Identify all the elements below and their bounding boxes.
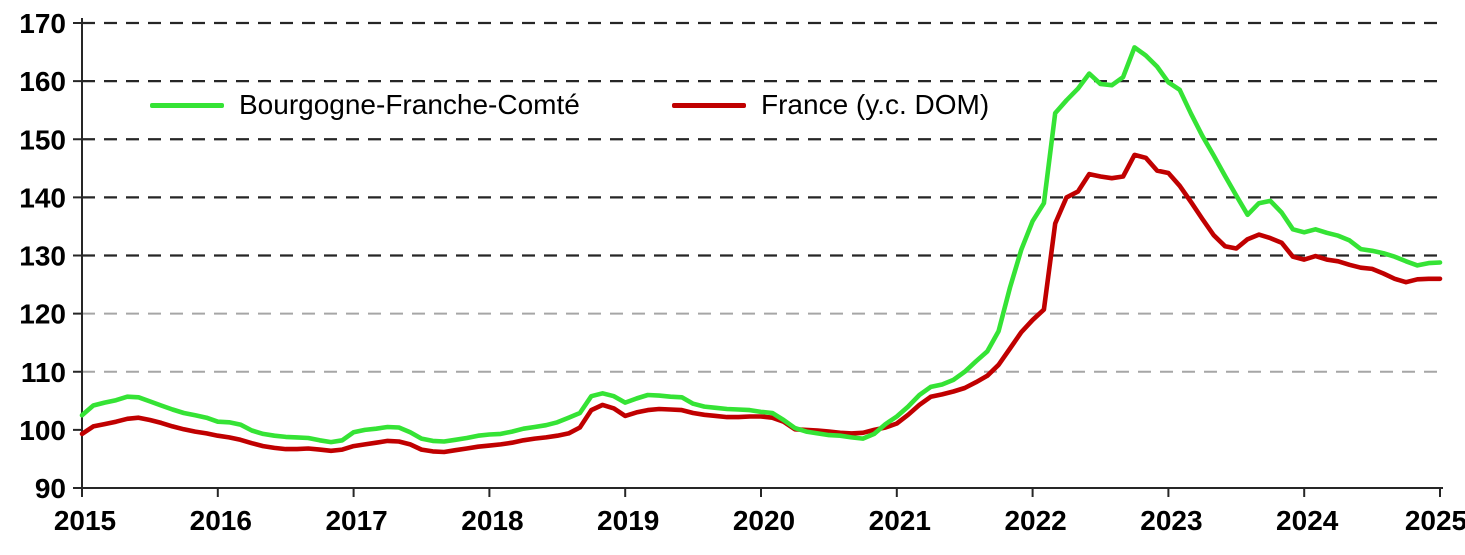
x-axis-label-2024: 2024 (1276, 505, 1339, 536)
y-axis-label-160: 160 (19, 66, 66, 97)
y-axis-label-110: 110 (21, 357, 66, 388)
legend-line-sample-red (672, 102, 746, 108)
series-line-bourgogne-franche-comte (79, 45, 1443, 445)
x-axis-label-2017: 2017 (325, 505, 387, 536)
legend-label-bourgogne-franche-comte: Bourgogne-Franche-Comté (239, 89, 580, 120)
x-axis-label-2021: 2021 (869, 505, 931, 536)
legend-label-france: France (y.c. DOM) (761, 89, 990, 120)
y-axis-label-170: 170 (19, 8, 66, 39)
series-line-france (79, 152, 1443, 455)
x-axis-label-2016: 2016 (190, 505, 252, 536)
y-axis-label-140: 140 (19, 182, 66, 213)
x-axis-label-2023: 2023 (1140, 505, 1202, 536)
y-axis-label-130: 130 (19, 241, 66, 272)
legend-item-france: France (y.c. DOM) (672, 88, 989, 122)
y-axis-label-90: 90 (35, 473, 66, 504)
x-axis-label-2022: 2022 (1004, 505, 1066, 536)
x-axis-label-2015: 2015 (54, 505, 116, 536)
y-axis-label-120: 120 (19, 299, 66, 330)
x-axis-label-2025: 2025 (1405, 505, 1465, 536)
y-axis-label-100: 100 (19, 415, 66, 446)
legend-item-bourgogne-franche-comte: Bourgogne-Franche-Comté (150, 88, 580, 122)
y-axis-label-150: 150 (19, 124, 66, 155)
x-axis-label-2019: 2019 (597, 505, 659, 536)
x-axis-label-2020: 2020 (733, 505, 795, 536)
legend-line-sample-green (150, 102, 224, 108)
x-axis-label-2018: 2018 (461, 505, 523, 536)
